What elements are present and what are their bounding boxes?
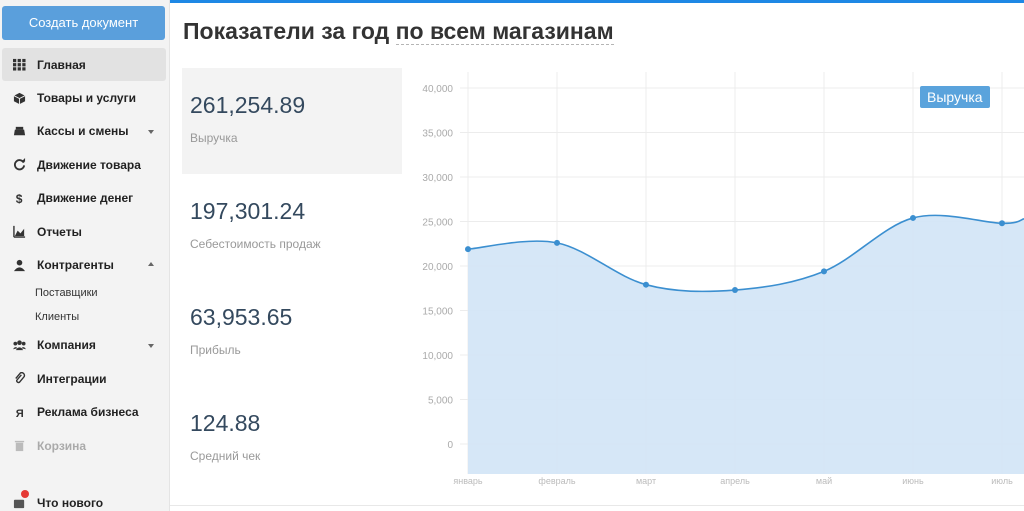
kpi-label: Выручка [190,131,238,145]
kpi-value: 63,953.65 [190,304,293,330]
y-tick-label: 35,000 [422,129,453,140]
page-title-prefix: Показатели за год [183,18,390,44]
x-tick-label: май [816,476,832,486]
svg-text:Я: Я [15,408,23,419]
box-icon [12,91,26,105]
sidebar-item-label: Отчеты [37,224,82,239]
users-icon [12,338,26,352]
sidebar-item-8[interactable]: Компания [0,329,170,362]
data-point-4 [732,287,738,294]
grid-icon [12,58,26,72]
sidebar-item-label: Интеграции [37,371,107,386]
y-tick-label: 0 [447,440,453,451]
legend-revenue[interactable]: Выручка [920,86,990,108]
data-point-6 [910,214,916,221]
sidebar-subitem-1[interactable]: Поставщики [35,287,98,300]
chart-svg: 0 5,000 10,000 15,000 20,000 25,000 30,000 35,0… [422,72,1024,486]
kpi-label: Себестоимость продаж [190,237,321,251]
kpi-cost[interactable]: 197,301.24 Себестоимость продаж [182,174,402,280]
data-point-1 [465,246,471,253]
y-tick-label: 20,000 [422,262,453,273]
x-tick-label: июнь [902,476,924,486]
page-title: Показатели за год по всем магазинам [183,18,614,45]
kpi-value: 124.88 [190,410,261,436]
x-tick-label: январь [453,476,483,486]
notification-dot [21,490,29,498]
data-point-2 [554,239,560,246]
sidebar-item-6[interactable]: Отчеты [0,215,170,248]
sidebar-item-label: Контрагенты [37,258,114,273]
kpi-label: Средний чек [190,449,261,463]
yandex-icon: Я [12,405,26,419]
top-accent-line [0,0,1024,3]
y-tick-label: 40,000 [422,84,453,95]
x-tick-label: февраль [538,476,575,486]
dollar-icon: $ [12,191,26,205]
chevron-down-icon [148,130,154,135]
news-icon [12,490,29,510]
sidebar-item-label: Товары и услуги [37,91,136,106]
y-tick-label: 10,000 [422,351,453,362]
sidebar-item-9[interactable]: Интеграции [0,362,170,395]
sidebar-item-label: Движение денег [37,191,134,206]
sidebar-item-label: Компания [37,338,96,353]
y-tick-label: 5,000 [428,396,453,407]
refresh-icon [12,158,26,172]
sidebar-nav: Главная Товары и услуги Кассы и смены Движе… [0,48,170,462]
revenue-chart: 0 5,000 10,000 15,000 20,000 25,000 30,000 35,0… [405,68,1024,504]
revenue-line [467,214,1024,293]
sidebar-item-label: Движение товара [37,157,141,172]
sidebar-item-label: Реклама бизнеса [37,405,139,420]
kpi-value: 197,301.24 [190,198,306,224]
y-tick-label: 25,000 [422,218,453,229]
y-tick-label: 15,000 [422,307,453,318]
sidebar-item-label: Кассы и смены [37,124,129,139]
chevron-up-icon [148,262,154,267]
data-point-7 [999,220,1005,227]
whats-new-label: Что нового [37,496,104,510]
kpi-average-check[interactable]: 124.88 Средний чек [182,386,402,492]
x-tick-label: апрель [720,476,750,486]
kpi-revenue[interactable]: 261,254.89 Выручка [182,68,402,174]
area-chart-icon [12,225,26,239]
trash-icon [12,439,26,453]
kpi-panel: 261,254.89 Выручка 197,301.24 Себестоимо… [182,68,402,492]
kpi-profit[interactable]: 63,953.65 Прибыль [182,280,402,386]
kpi-label: Прибыль [190,343,241,357]
svg-text:$: $ [15,192,22,205]
data-point-5 [821,268,827,275]
kpi-value: 261,254.89 [190,92,306,118]
chevron-down-icon [148,344,154,349]
store-filter-link[interactable]: по всем магазинам [395,18,614,45]
sidebar-item-5[interactable]: $ Движение денег [0,182,170,215]
sidebar-item-10[interactable]: Я Реклама бизнеса [0,396,170,429]
y-tick-label: 30,000 [422,173,453,184]
sidebar-item-2[interactable]: Товары и услуги [0,81,170,114]
sidebar-subitem-2[interactable]: Клиенты [35,310,80,323]
whats-new-item[interactable]: Что нового [12,490,104,510]
sidebar-item-3[interactable]: Кассы и смены [0,115,170,148]
sidebar: Создать документ Главная Товары и услуги К… [0,0,170,511]
create-document-button[interactable]: Создать документ [2,6,165,40]
sidebar-item-4[interactable]: Движение товара [0,148,170,181]
register-icon [12,124,26,138]
data-point-3 [643,281,649,288]
sidebar-item-7[interactable]: Контрагенты [0,248,170,281]
sidebar-item-11[interactable]: Корзина [0,429,170,462]
revenue-area [468,215,1024,474]
sidebar-item-label: Главная [37,57,86,72]
sidebar-item-1[interactable]: Главная [2,48,166,82]
x-tick-label: март [636,476,656,486]
sidebar-item-label: Корзина [37,438,87,453]
user-icon [12,258,26,272]
paperclip-icon [12,372,26,386]
content-bottom-border [170,505,1024,506]
x-tick-label: июль [991,476,1013,486]
